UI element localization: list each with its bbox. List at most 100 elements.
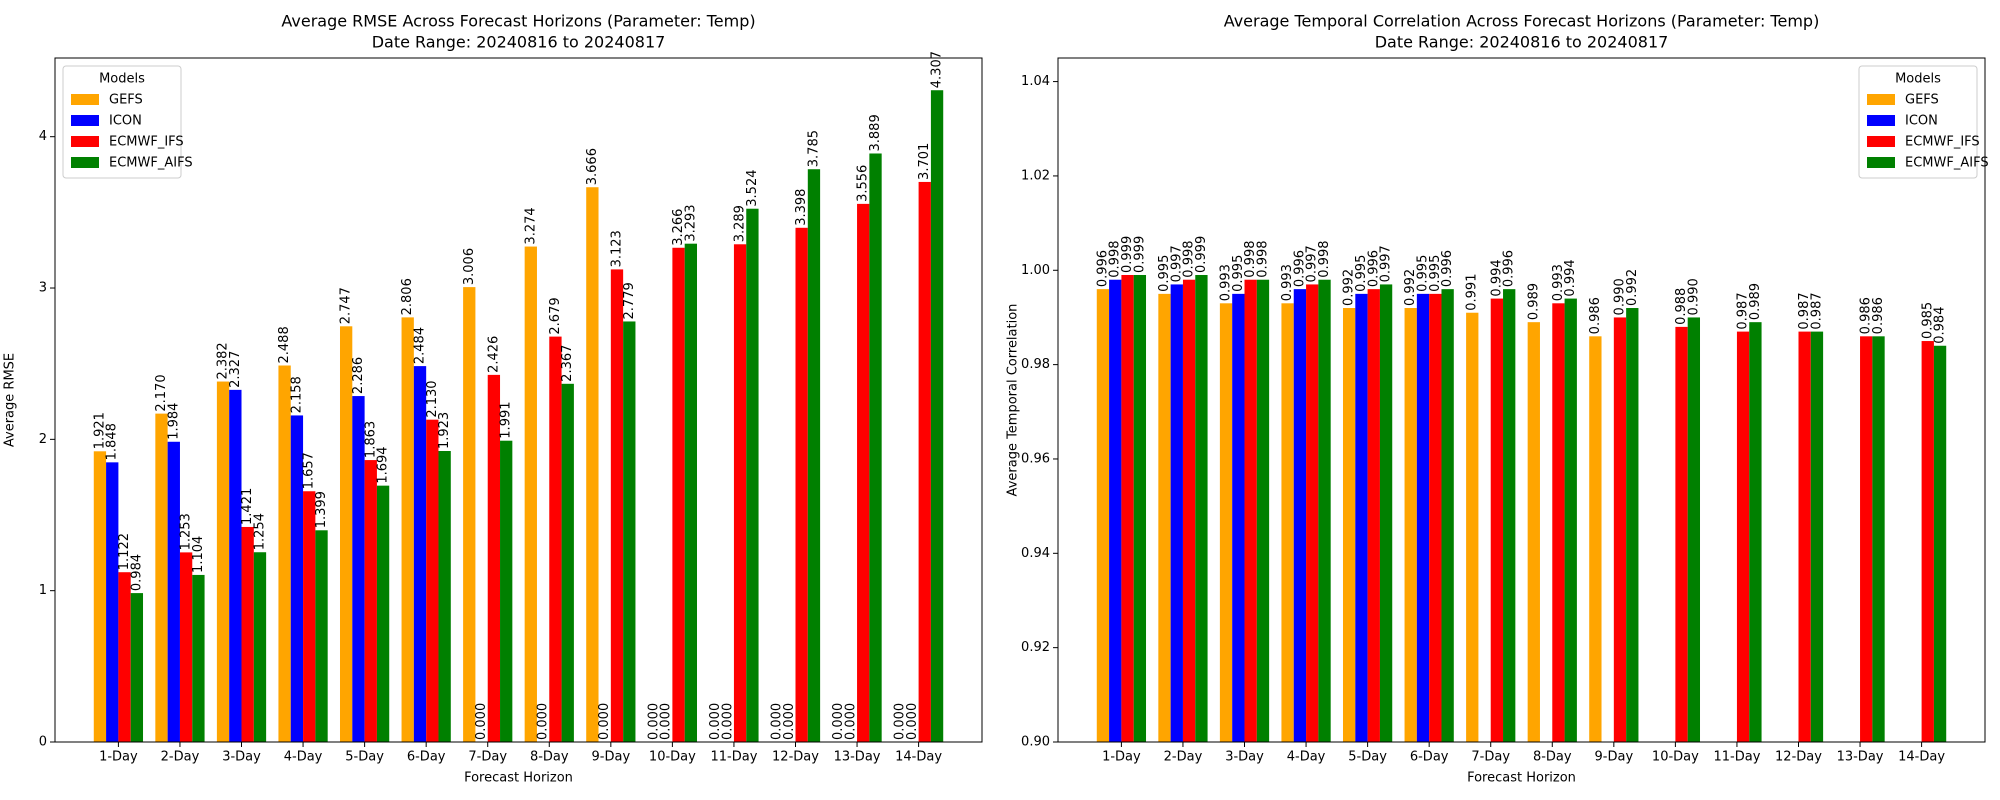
bar (1466, 312, 1479, 742)
bar (795, 227, 808, 743)
bar (549, 336, 562, 742)
bar (1244, 279, 1257, 742)
bar (1872, 336, 1885, 742)
value-label: 0.998 (1182, 240, 1197, 277)
bar (1404, 308, 1417, 742)
value-label: 0.000 (782, 703, 797, 740)
value-label: 0.997 (1305, 245, 1320, 282)
value-label: 2.806 (400, 278, 415, 315)
legend-swatch (71, 115, 99, 126)
value-label: 0.998 (1317, 240, 1332, 277)
x-tick-label: 1-Day (1102, 750, 1141, 765)
legend-swatch (1867, 94, 1895, 105)
bar (1342, 308, 1356, 742)
value-label: 0.986 (1588, 297, 1603, 334)
bar (586, 187, 599, 742)
bar (118, 572, 131, 742)
y-tick-label: 0 (39, 735, 47, 750)
bar (869, 153, 882, 742)
value-label: 1.991 (499, 401, 514, 438)
value-label: 0.995 (1416, 255, 1431, 292)
value-label: 0.000 (893, 703, 908, 740)
value-label: 0.996 (1502, 250, 1517, 287)
value-label: 0.000 (474, 703, 489, 740)
x-tick-label: 1-Day (99, 750, 138, 765)
value-label: 1.254 (252, 513, 267, 550)
legend-label: ECMWF_IFS (109, 135, 184, 150)
value-label: 0.995 (1231, 255, 1246, 292)
value-label: 2.158 (289, 376, 304, 413)
value-label: 0.000 (905, 703, 920, 740)
x-tick-label: 6-Day (407, 750, 446, 765)
bar (1933, 345, 1947, 742)
value-label: 0.985 (1920, 302, 1935, 339)
y-axis-label: Average Temporal Correlation (1006, 304, 1021, 497)
bar (1810, 331, 1824, 742)
value-label: 1.923 (437, 412, 452, 449)
value-label: 0.996 (1366, 250, 1381, 287)
x-tick-label: 11-Day (1713, 750, 1760, 765)
x-tick-label: 9-Day (592, 750, 631, 765)
bar (561, 383, 574, 742)
x-tick-label: 4-Day (284, 750, 323, 765)
x-tick-label: 4-Day (1287, 750, 1326, 765)
value-label: 3.785 (806, 130, 821, 167)
value-label: 0.999 (1194, 236, 1209, 273)
bar (463, 287, 476, 742)
value-label: 2.747 (339, 287, 354, 324)
value-label: 2.484 (413, 327, 428, 364)
x-tick-label: 14-Day (1898, 750, 1945, 765)
value-label: 0.994 (1563, 259, 1578, 296)
bar (376, 485, 390, 742)
y-tick-label: 1.02 (1021, 168, 1050, 183)
value-label: 0.998 (1255, 240, 1270, 277)
value-label: 3.289 (733, 205, 748, 242)
bar (1306, 284, 1319, 742)
value-label: 1.657 (302, 452, 317, 489)
bar (1158, 293, 1171, 742)
bar (1232, 293, 1245, 742)
bar (1281, 303, 1294, 742)
value-label: 0.995 (1157, 255, 1172, 292)
y-tick-label: 0.98 (1021, 357, 1050, 372)
bar (1182, 279, 1196, 742)
value-label: 2.679 (548, 297, 563, 334)
value-label: 0.998 (1108, 240, 1123, 277)
y-axis-label: Average RMSE (3, 353, 18, 447)
value-label: 0.000 (536, 703, 551, 740)
x-tick-label: 8-Day (1533, 750, 1572, 765)
bar (487, 374, 501, 742)
value-label: 1.694 (376, 446, 391, 483)
value-label: 0.993 (1551, 264, 1566, 301)
value-label: 0.000 (720, 703, 735, 740)
value-label: 3.889 (868, 114, 883, 151)
x-tick-label: 12-Day (772, 750, 819, 765)
bar (1564, 298, 1577, 742)
bar (290, 415, 304, 742)
x-tick-label: 14-Day (895, 750, 942, 765)
bar (500, 440, 513, 742)
bar (733, 244, 747, 743)
legend-swatch (71, 157, 99, 168)
value-label: 0.984 (129, 554, 144, 591)
bar (1490, 298, 1504, 742)
value-label: 0.993 (1219, 264, 1234, 301)
bar (1736, 331, 1750, 742)
bar (746, 208, 759, 743)
bar (1860, 336, 1873, 742)
value-label: 0.000 (770, 703, 785, 740)
chart-title: Average Temporal Correlation Across Fore… (1224, 12, 1820, 31)
bar (1293, 289, 1307, 742)
bar (364, 460, 377, 742)
value-label: 0.000 (597, 703, 612, 740)
bar (192, 574, 205, 742)
bar (1355, 293, 1368, 742)
bar (1367, 289, 1380, 742)
value-label: 0.986 (1871, 297, 1886, 334)
x-tick-label: 9-Day (1595, 750, 1634, 765)
x-tick-label: 12-Day (1775, 750, 1822, 765)
value-label: 0.992 (1403, 269, 1418, 306)
value-label: 2.170 (154, 374, 169, 411)
bar (93, 451, 107, 742)
bar (339, 326, 353, 742)
